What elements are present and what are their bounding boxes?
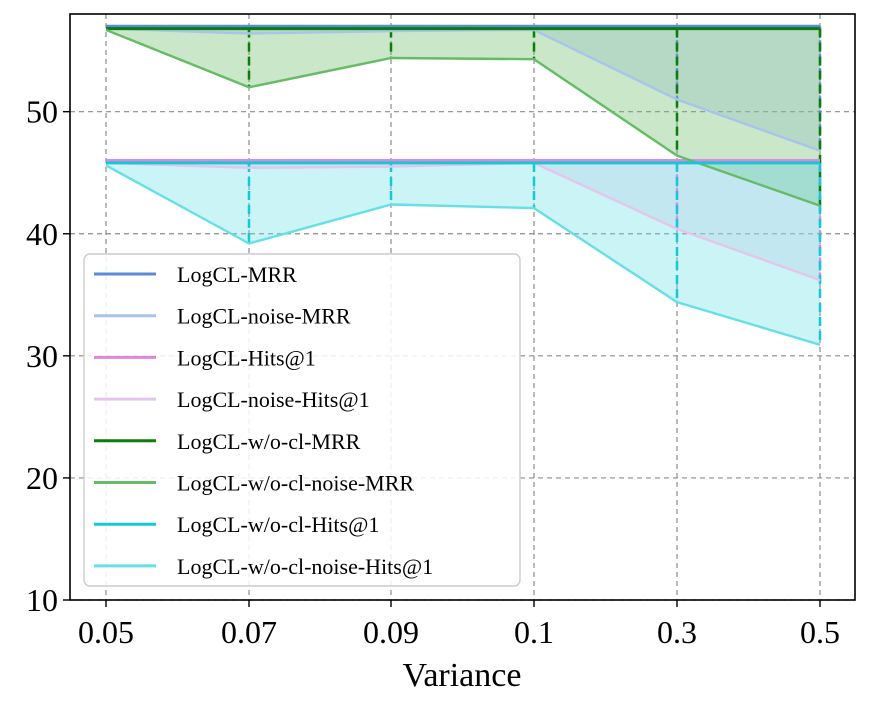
fill-area-3 xyxy=(106,162,820,345)
vertical-dashed-markers xyxy=(247,26,822,345)
y-tick-label-2: 30 xyxy=(26,338,58,374)
y-tick-label-3: 40 xyxy=(26,216,58,252)
series-line-1 xyxy=(105,27,821,152)
legend-label-4: LogCL-w/o-cl-MRR xyxy=(177,429,361,454)
legend-label-6: LogCL-w/o-cl-Hits@1 xyxy=(177,512,379,537)
legend-label-3: LogCL-noise-Hits@1 xyxy=(177,387,370,412)
legend-box xyxy=(83,253,521,587)
x-tick-label-5: 0.5 xyxy=(800,614,840,650)
x-axis-title: Variance xyxy=(403,657,522,694)
fill-areas xyxy=(106,26,820,345)
legend-label-5: LogCL-w/o-cl-noise-MRR xyxy=(177,471,414,496)
y-tick-label-1: 20 xyxy=(26,460,58,496)
fill-area-2 xyxy=(106,28,820,206)
x-tick-label-1: 0.07 xyxy=(221,614,277,650)
legend-label-7: LogCL-w/o-cl-noise-Hits@1 xyxy=(177,554,433,579)
legend-label-0: LogCL-MRR xyxy=(177,262,297,287)
series-line-7 xyxy=(105,164,821,346)
x-tick-label-0: 0.05 xyxy=(78,614,134,650)
x-axis-ticks: 0.05 0.07 0.09 0.1 0.3 0.5 xyxy=(78,600,840,650)
plot-frame xyxy=(69,13,856,601)
fill-area-1 xyxy=(106,160,820,281)
x-tick-label-2: 0.09 xyxy=(363,614,419,650)
y-axis-ticks: 10 20 30 40 50 xyxy=(26,94,70,618)
series-line-3 xyxy=(105,161,821,282)
legend-label-2: LogCL-Hits@1 xyxy=(177,345,316,370)
legend: LogCL-MRR LogCL-noise-MRR LogCL-Hits@1 LogC… xyxy=(83,253,521,587)
y-tick-label-0: 10 xyxy=(26,582,58,618)
y-tick-label-4: 50 xyxy=(26,94,58,130)
legend-label-1: LogCL-noise-MRR xyxy=(177,304,351,329)
fill-area-0 xyxy=(106,26,820,151)
series-lines xyxy=(105,24,821,346)
x-tick-label-3: 0.1 xyxy=(514,614,554,650)
x-tick-label-4: 0.3 xyxy=(657,614,697,650)
